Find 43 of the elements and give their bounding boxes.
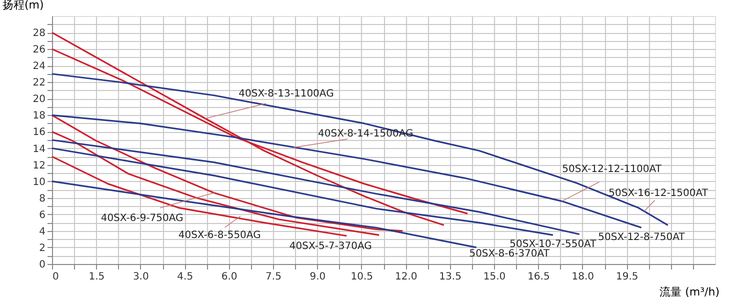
y-tick-label: 14 xyxy=(32,144,46,155)
x-tick-label: 15.0 xyxy=(483,272,506,282)
y-tick-label: 28 xyxy=(32,28,46,40)
y-tick-label: 22 xyxy=(32,78,46,89)
y-tick-label: 8 xyxy=(39,193,46,204)
y-tick-label: 10 xyxy=(32,176,46,188)
annotation: 40SX-8-13-1100AG xyxy=(238,88,334,100)
annotation: 40SX-5-7-370AG xyxy=(289,240,372,252)
annotation: 40SX-6-9-750AG xyxy=(100,212,184,224)
x-tick-label: 1.5 xyxy=(88,272,105,282)
x-tick-label: 7.5 xyxy=(266,272,282,282)
y-tick-label: 16 xyxy=(32,127,46,138)
annotation: 40SX-8-14-1500AG xyxy=(318,128,414,140)
annotation: 50SX-12-12-1100AT xyxy=(562,164,662,176)
x-tick-label: 19.5 xyxy=(616,272,638,282)
annotation: 40SX-6-8-550AG xyxy=(178,230,261,242)
annotation: 50SX-10-7-550AT xyxy=(510,239,598,250)
x-tick-label: 16.5 xyxy=(528,272,550,282)
x-tick-label: 12.0 xyxy=(394,272,418,282)
line-series xyxy=(51,180,478,248)
x-axis-title: 流量 (m³/h) xyxy=(660,286,720,297)
x-tick-label: 10.5 xyxy=(350,272,374,282)
y-tick-label: 12 xyxy=(32,160,46,172)
y-tick-label: 0 xyxy=(39,260,46,270)
x-tick-label: 18.0 xyxy=(572,272,594,282)
x-tick-label: 6.0 xyxy=(221,272,238,282)
x-tick-label: 9.0 xyxy=(310,272,326,282)
y-tick-label: 4 xyxy=(39,226,46,238)
x-tick-label: 13.5 xyxy=(439,272,462,282)
x-tick-label: 0 xyxy=(52,272,59,282)
y-axis-title: 扬程(m) xyxy=(2,0,44,12)
annotation: 50SX-8-6-370AT xyxy=(469,248,550,260)
y-tick-label: 18 xyxy=(32,110,46,122)
x-tick-label: 4.5 xyxy=(177,272,194,282)
annotation: 50SX-16-12-1500AT xyxy=(608,188,709,200)
y-tick-label: 24 xyxy=(32,61,46,72)
annotation: 50SX-12-8-750AT xyxy=(598,232,686,244)
y-tick-label: 26 xyxy=(32,44,46,56)
line-series xyxy=(51,156,348,237)
x-tick-label: 3.0 xyxy=(132,272,149,282)
y-tick-label: 2 xyxy=(39,242,46,254)
y-tick-label: 20 xyxy=(32,94,46,106)
y-tick-label: 6 xyxy=(39,210,46,221)
